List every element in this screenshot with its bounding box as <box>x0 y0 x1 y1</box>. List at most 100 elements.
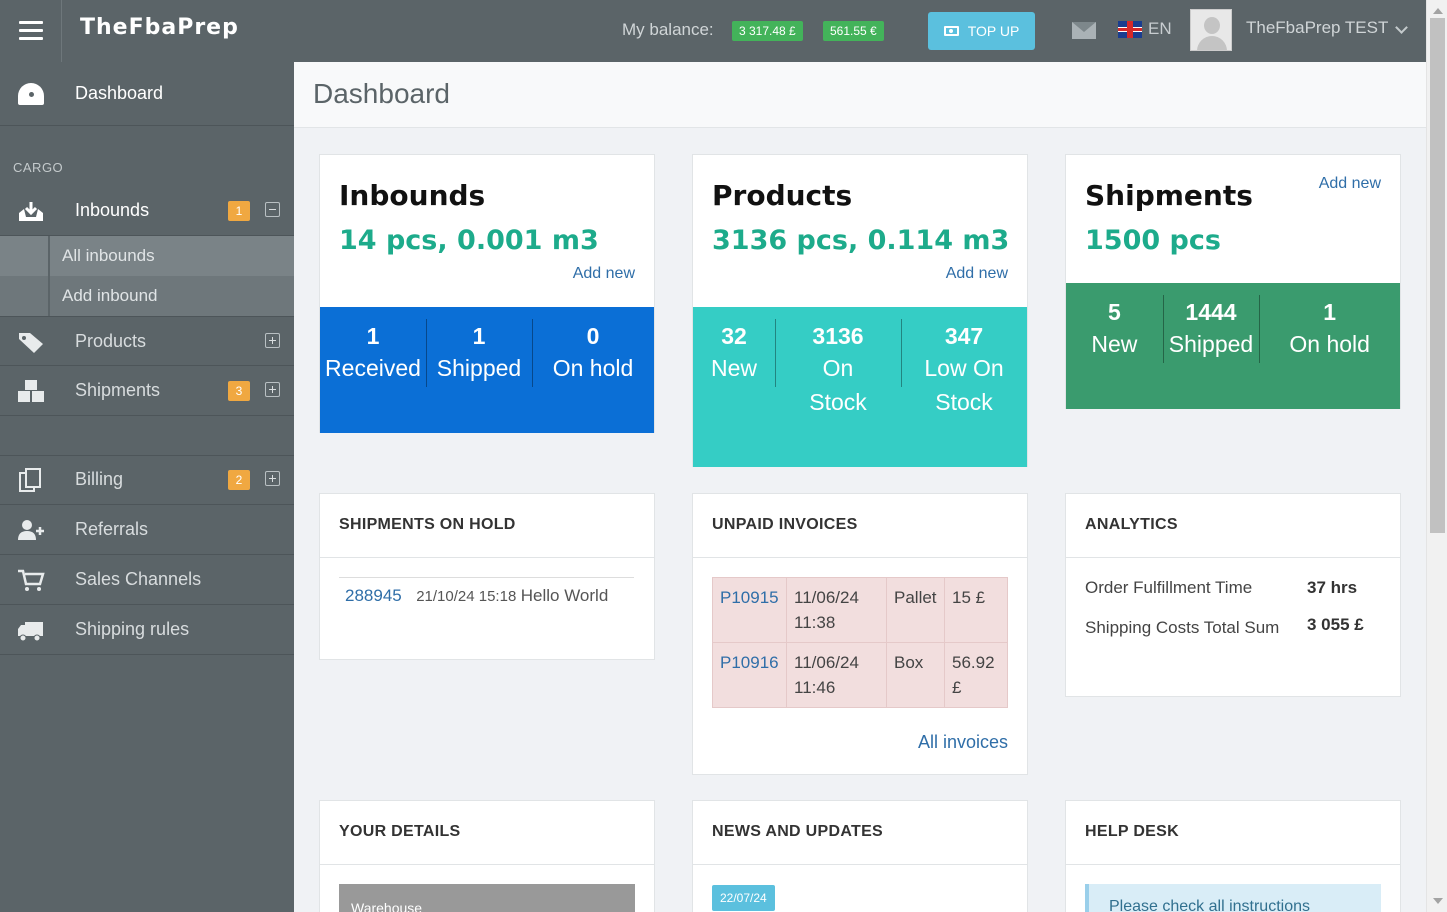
shipment-note: Hello World <box>520 586 609 605</box>
inbound-icon <box>19 202 43 221</box>
invoice-id-link[interactable]: P10915 <box>720 588 779 607</box>
sidebar-item-label: Referrals <box>75 519 149 539</box>
invoice-type: Pallet <box>886 577 945 643</box>
shipment-id-link[interactable]: 288945 <box>345 586 402 605</box>
sidebar-item-products[interactable]: Products <box>0 316 294 366</box>
analytics-value: 3 055 £ <box>1307 615 1364 634</box>
shipment-date: 21/10/24 15:18 <box>416 588 517 605</box>
sidebar-item-shipping-rules[interactable]: Shipping rules <box>0 605 294 655</box>
card-title: Products <box>712 179 853 212</box>
language-selector[interactable]: EN <box>1118 19 1172 39</box>
panel-heading: NEWS AND UPDATES <box>712 823 884 840</box>
sidebar-item-label: Products <box>75 331 147 351</box>
user-plus-icon <box>18 520 44 540</box>
top-up-label: TOP UP <box>967 23 1020 39</box>
sidebar-item-sales-channels[interactable]: Sales Channels <box>0 555 294 605</box>
add-inbound-link[interactable]: Add new <box>572 265 635 282</box>
stat-new[interactable]: 32 New <box>710 323 757 381</box>
shipments-count-badge: 3 <box>228 381 250 401</box>
sidebar-item-label: Dashboard <box>75 83 164 103</box>
card-title: Shipments <box>1085 179 1253 212</box>
top-up-button[interactable]: TOP UP <box>928 12 1035 50</box>
invoice-id-link[interactable]: P10916 <box>720 653 779 672</box>
stat-on-hold[interactable]: 1 On hold <box>1259 283 1400 409</box>
stat-received[interactable]: 1 Received <box>325 323 421 381</box>
shipments-on-hold-panel: SHIPMENTS ON HOLD 288945 21/10/24 15:18 … <box>319 493 655 660</box>
card-summary: 14 pcs, 0.001 m3 <box>339 225 599 256</box>
sidebar-item-label: Billing <box>75 469 124 489</box>
add-shipment-link[interactable]: Add new <box>1318 175 1381 192</box>
panel-heading: SHIPMENTS ON HOLD <box>339 516 516 533</box>
sidebar-spacer <box>0 416 294 456</box>
card-summary: 3136 pcs, 0.114 m3 <box>712 225 1010 256</box>
chevron-down-icon[interactable] <box>1395 21 1408 34</box>
sidebar-item-inbounds[interactable]: Inbounds 1 <box>0 186 294 236</box>
stat-shipped[interactable]: 1444 Shipped <box>1162 283 1260 409</box>
billing-count-badge: 2 <box>228 470 250 490</box>
scroll-up-icon[interactable] <box>1433 8 1443 14</box>
sidebar-subitem-all-inbounds[interactable]: All inbounds <box>0 236 294 276</box>
shipments-stats: 5 New 1444 Shipped 1 On hold <box>1066 283 1400 409</box>
sidebar-item-referrals[interactable]: Referrals <box>0 505 294 555</box>
analytics-label: Shipping Costs Total Sum <box>1085 618 1280 637</box>
invoice-amount: 15 £ <box>944 577 1008 643</box>
products-stats: 32 New 3136 On Stock 347 Low On Stock <box>693 307 1027 467</box>
add-product-link[interactable]: Add new <box>945 265 1008 282</box>
sidebar-item-dashboard[interactable]: Dashboard <box>0 62 294 126</box>
invoice-type: Box <box>886 642 945 708</box>
balance-eur-badge: 561.55 € <box>823 21 884 41</box>
collapse-icon[interactable] <box>265 202 280 217</box>
panel-heading: HELP DESK <box>1085 823 1179 840</box>
sidebar-subitem-add-inbound[interactable]: Add inbound <box>0 276 294 316</box>
hamburger-icon <box>18 21 43 41</box>
main-content: Dashboard Inbounds 14 pcs, 0.001 m3 Add … <box>294 62 1426 912</box>
avatar[interactable] <box>1190 9 1232 51</box>
sidebar-item-shipments[interactable]: Shipments 3 <box>0 366 294 416</box>
inbounds-stats: 1 Received 1 Shipped 0 On hold <box>320 307 654 433</box>
tab-warehouse[interactable]: Warehouse <box>339 884 635 912</box>
language-label: EN <box>1148 19 1172 38</box>
stat-shipped[interactable]: 1 Shipped <box>426 307 532 433</box>
stat-low-on-stock[interactable]: 347 Low On Stock <box>901 307 1027 467</box>
sidebar-item-label: Sales Channels <box>75 569 202 589</box>
menu-toggle-button[interactable] <box>0 0 62 62</box>
table-row: P10916 11/06/24 11:46 Box 56.92 £ <box>712 642 1008 708</box>
app-logo[interactable]: TheFbaPrep <box>80 15 239 40</box>
expand-icon[interactable] <box>265 382 280 397</box>
products-card: Products 3136 pcs, 0.114 m3 Add new 32 Ne… <box>692 154 1028 467</box>
stat-on-hold[interactable]: 0 On hold <box>532 307 654 433</box>
mail-icon[interactable] <box>1072 22 1096 39</box>
sidebar-item-label: Shipping rules <box>75 619 190 639</box>
shipments-card: Shipments 1500 pcs Add new 5 New 1444 Ship… <box>1065 154 1401 409</box>
all-invoices-link[interactable]: All invoices <box>917 732 1008 752</box>
money-icon <box>943 26 959 36</box>
user-name[interactable]: TheFbaPrep TEST <box>1246 18 1389 37</box>
inbounds-card: Inbounds 14 pcs, 0.001 m3 Add new 1 Recei… <box>319 154 655 433</box>
scroll-thumb[interactable] <box>1430 18 1445 533</box>
page-scrollbar[interactable] <box>1426 0 1447 912</box>
invoice-amount: 56.92 £ <box>944 642 1008 708</box>
expand-icon[interactable] <box>265 333 280 348</box>
table-row: P10915 11/06/24 11:38 Pallet 15 £ <box>712 577 1008 643</box>
stat-new[interactable]: 5 New <box>1091 299 1138 357</box>
unpaid-invoices-panel: UNPAID INVOICES P10915 11/06/24 11:38 Pa… <box>692 493 1028 775</box>
sidebar-subitem-label: All inbounds <box>62 246 155 265</box>
your-details-panel: YOUR DETAILS Warehouse <box>319 800 655 912</box>
panel-heading: YOUR DETAILS <box>339 823 461 840</box>
stat-on-stock[interactable]: 3136 On Stock <box>775 307 901 467</box>
hold-row: 288945 21/10/24 15:18 Hello World <box>339 577 634 606</box>
boxes-icon <box>18 380 44 402</box>
scroll-down-icon[interactable] <box>1433 898 1443 904</box>
sidebar-item-billing[interactable]: Billing 2 <box>0 455 294 505</box>
help-desk-panel: HELP DESK Please check all instructions <box>1065 800 1401 912</box>
page-title: Dashboard <box>313 78 450 109</box>
sidebar-item-label: Shipments <box>75 380 161 400</box>
top-bar: TheFbaPrep My balance: 3 317.48 £ 561.55… <box>0 0 1426 62</box>
expand-icon[interactable] <box>265 471 280 486</box>
analytics-label: Order Fulfillment Time <box>1085 578 1253 597</box>
invoice-date: 11/06/24 11:46 <box>786 642 887 708</box>
sidebar-subitem-label: Add inbound <box>62 286 158 305</box>
inbounds-count-badge: 1 <box>228 201 250 221</box>
uk-flag-icon <box>1118 20 1142 38</box>
card-title: Inbounds <box>339 179 486 212</box>
